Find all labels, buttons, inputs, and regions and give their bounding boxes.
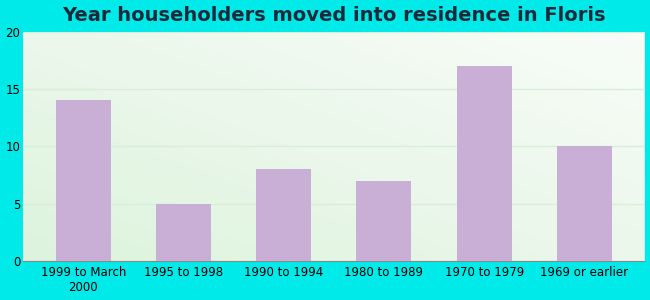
Title: Year householders moved into residence in Floris: Year householders moved into residence i… — [62, 6, 606, 25]
Bar — [557, 146, 612, 261]
Bar — [456, 66, 512, 261]
Bar — [56, 100, 111, 261]
Bar — [356, 181, 411, 261]
Bar — [156, 204, 211, 261]
Bar — [256, 169, 311, 261]
